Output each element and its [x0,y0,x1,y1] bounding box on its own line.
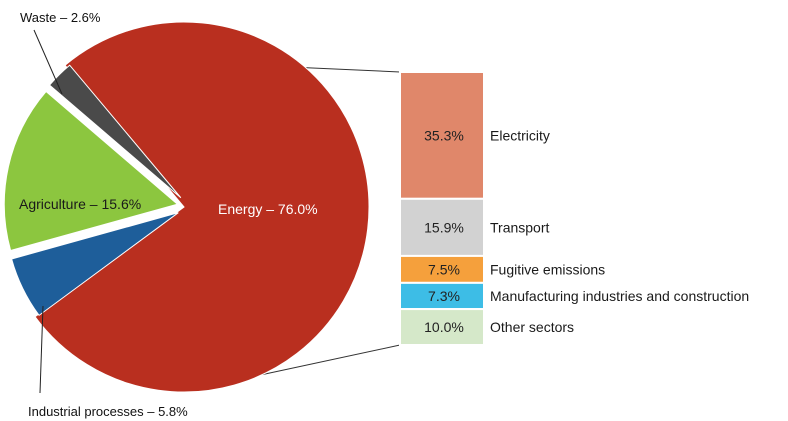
pie-slice-agriculture [3,90,179,252]
pie-slice-waste [48,64,182,199]
bar-segment-label: Other sectors [490,319,574,335]
pie-chart [3,21,370,393]
pie-slice-energy [34,21,370,393]
slice-label-agriculture: Agriculture – 15.6% [19,196,141,212]
bar-segment-label: Fugitive emissions [490,261,605,277]
bar-segment-label: Manufacturing industries and constructio… [490,288,749,304]
bar-segment-label: Transport [490,219,550,235]
slice-label-energy: Energy – 76.0% [218,201,318,217]
energy-breakdown-bar: 35.3% Electricity 15.9% Transport 7.5% Fugiti… [399,71,749,346]
bar-segment-value: 7.5% [428,261,460,277]
bar-segment-electricity [399,71,485,200]
slice-label-waste: Waste – 2.6% [20,10,101,25]
bar-segment-value: 7.3% [428,288,460,304]
bar-segment-other-sectors [399,308,485,346]
industrial-leader-line [39,305,44,394]
bar-segment-value: 35.3% [424,127,464,143]
bar-segment-label: Electricity [490,127,550,143]
bar-segment-value: 10.0% [424,319,464,335]
chart-labels: Waste – 2.6% Agriculture – 15.6% Energy … [19,10,318,419]
bar-segment-fugitive-emissions [399,254,485,284]
slice-label-industrial-processes: Industrial processes – 5.8% [28,404,188,419]
bar-segment-manufacturing-industries-and-construction [399,281,485,311]
waste-leader-line [33,29,63,95]
bar-segment-transport [399,197,485,257]
pie-slice-industrial-processes [11,212,179,317]
connector-line-bottom [262,344,401,376]
bar-segment-value: 15.9% [424,219,464,235]
